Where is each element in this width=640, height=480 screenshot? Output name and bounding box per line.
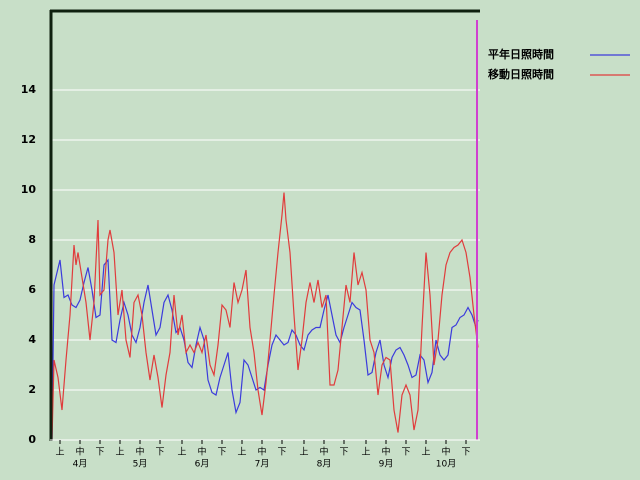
x-tick-label: 中 [135,446,144,458]
y-tick-label: 14 [21,83,37,96]
lines [51,192,479,441]
x-tick-label: 上 [421,447,430,458]
x-tick-label: 上 [115,447,124,458]
series-line [51,192,479,441]
month-label: 5月 [133,459,148,470]
x-tick-label: 上 [177,447,186,458]
x-tick-label: 下 [461,448,470,458]
x-tick-label: 中 [381,446,390,458]
x-tick-label: 下 [339,448,348,458]
x-tick-label: 上 [299,447,308,458]
y-tick-label: 0 [28,433,36,446]
x-tick-label: 上 [361,447,370,458]
x-tick-label: 中 [319,446,328,458]
x-tick-label: 上 [237,447,246,458]
month-label: 6月 [195,459,210,470]
x-tick-label: 中 [197,446,206,458]
x-tick-label: 下 [95,448,104,458]
x-tick-label: 上 [55,447,64,458]
x-tick-label: 下 [217,448,226,458]
month-label: 10月 [436,459,456,470]
x-tick-label: 下 [155,448,164,458]
month-label: 8月 [317,459,332,470]
x-tick-label: 中 [75,446,84,458]
y-tick-label: 2 [28,383,36,396]
y-tick-label: 10 [21,183,37,196]
y-tick-label: 6 [28,283,36,296]
x-tick-label: 下 [277,448,286,458]
x-tick-label: 中 [441,446,450,458]
legend-label: 平年日照時間 [488,47,554,61]
month-label: 4月 [73,459,88,470]
x-tick-label: 下 [401,448,410,458]
x-tick-label: 中 [257,446,266,458]
legend-label: 移動日照時間 [488,67,554,81]
y-tick-label: 8 [28,233,36,246]
y-tick-label: 4 [28,333,36,346]
y-tick-label: 12 [21,133,36,146]
month-label: 7月 [255,459,270,470]
month-label: 9月 [379,459,394,470]
